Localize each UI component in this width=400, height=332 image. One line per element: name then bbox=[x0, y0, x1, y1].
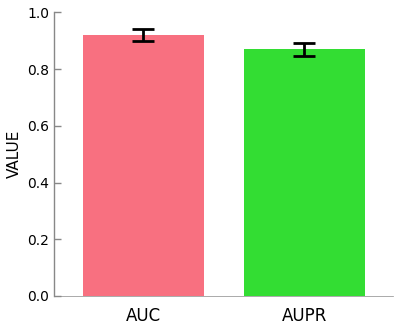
Bar bbox=[82, 35, 204, 296]
Y-axis label: VALUE: VALUE bbox=[7, 130, 22, 178]
Bar bbox=[244, 49, 365, 296]
